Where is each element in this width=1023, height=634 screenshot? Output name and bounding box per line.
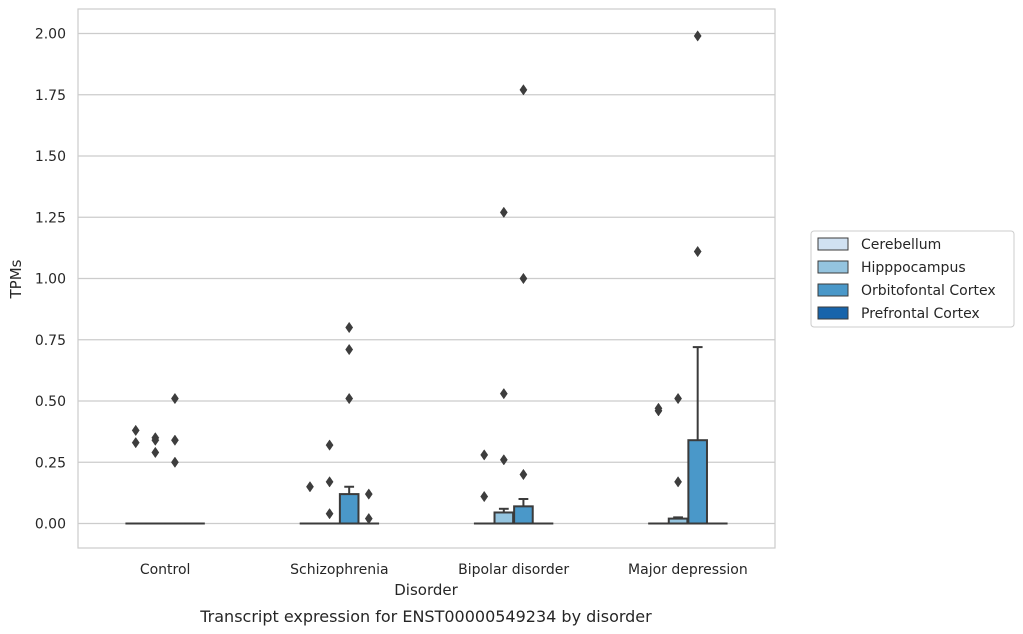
outlier-point [131, 424, 140, 437]
y-axis-label: TPMs [7, 259, 25, 299]
outlier-point [499, 206, 508, 218]
box-orbitofontal-cortex [338, 321, 360, 525]
outlier-point [345, 321, 354, 334]
outlier-point [480, 490, 489, 503]
outlier-point [325, 439, 334, 451]
box-orbitofontal-cortex [513, 84, 534, 525]
outlier-point [499, 454, 508, 466]
legend-label: Hipppocampus [861, 260, 966, 276]
outlier-point [674, 392, 682, 405]
legend-swatch [817, 283, 849, 297]
legend-swatch [817, 306, 849, 320]
box-body [338, 493, 360, 525]
outlier-point [131, 437, 140, 449]
y-tick-label: 0.50 [35, 394, 66, 410]
legend-frame [810, 230, 1015, 328]
outlier-point [364, 512, 373, 525]
y-tick-label: 0.75 [35, 333, 66, 349]
outlier-point [654, 405, 663, 417]
y-axis-ticks: 0.00 0.25 0.50 0.75 1.00 1.25 1.50 1.75 2.00 [35, 27, 66, 533]
outlier-point [151, 446, 160, 459]
box-body [493, 511, 515, 525]
y-tick-label: 2.00 [35, 27, 66, 43]
outlier-point [306, 481, 314, 493]
y-tick-label: 1.00 [35, 272, 66, 288]
box-cerebellum [299, 481, 321, 525]
y-tick-label: 1.25 [35, 210, 66, 226]
outlier-point [693, 245, 702, 258]
x-axis-ticks: Control Schizophrenia Bipolar disorder Majo… [140, 562, 748, 578]
plot-area [125, 30, 728, 525]
box-cerebellum [648, 402, 669, 525]
x-tick-label: Schizophrenia [290, 562, 388, 578]
outlier-point [171, 456, 179, 468]
legend-swatch [817, 260, 849, 274]
outlier-point [171, 434, 179, 446]
legend: Cerebellum Hipppocampus Orbitofontal Corte… [810, 230, 1015, 328]
gridlines [78, 32, 775, 525]
outlier-point [325, 476, 334, 488]
outlier-point [364, 488, 373, 500]
outlier-point [693, 30, 702, 42]
y-tick-label: 1.50 [35, 149, 66, 165]
chart-caption: Transcript expression for ENST0000054923… [199, 607, 652, 626]
y-tick-label: 0.00 [35, 517, 66, 533]
x-tick-label: Major depression [628, 562, 748, 578]
x-tick-label: Bipolar disorder [458, 562, 569, 578]
outlier-point [519, 84, 528, 96]
box-body [687, 439, 708, 525]
box-hipppocampus [319, 439, 340, 525]
legend-label: Cerebellum [861, 237, 941, 253]
y-tick-label: 1.75 [35, 88, 66, 104]
y-tick-label: 0.25 [35, 455, 66, 471]
outlier-point [325, 508, 334, 520]
outlier-point [151, 434, 160, 446]
box-hipppocampus [493, 206, 515, 525]
box-cerebellum [473, 449, 495, 525]
box-cerebellum [125, 424, 147, 525]
legend-label: Prefrontal Cortex [861, 306, 980, 322]
x-axis-label: Disorder [394, 581, 458, 599]
outlier-point [499, 388, 508, 400]
outlier-point [519, 468, 528, 481]
outlier-point [519, 272, 528, 285]
outlier-point [171, 392, 179, 405]
outlier-point [480, 449, 489, 461]
box-hipppocampus [667, 392, 689, 525]
box-body [513, 505, 534, 525]
x-tick-label: Control [140, 562, 191, 578]
outlier-point [345, 343, 354, 356]
outlier-point [674, 476, 682, 488]
box-prefrontal-cortex [358, 488, 380, 525]
outlier-point [345, 392, 354, 405]
box-orbitofontal-cortex [687, 30, 708, 525]
plot-frame [77, 8, 776, 549]
box-hipppocampus [145, 432, 166, 525]
legend-label: Orbitofontal Cortex [861, 283, 996, 299]
legend-swatch [817, 237, 849, 251]
box-orbitofontal-cortex [164, 392, 186, 525]
